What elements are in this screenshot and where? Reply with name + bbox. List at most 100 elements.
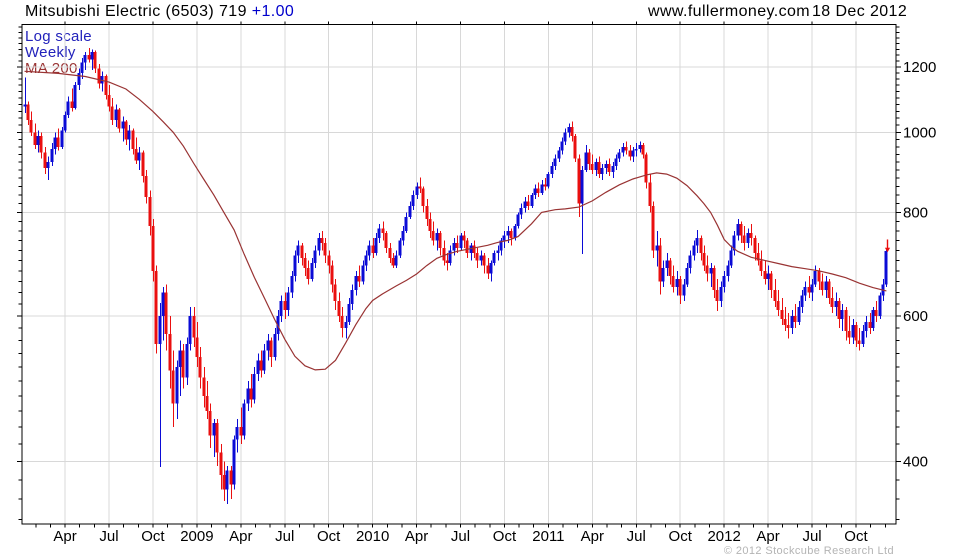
candle <box>36 135 40 146</box>
candle <box>536 188 540 193</box>
candle <box>587 152 591 165</box>
candle <box>773 289 777 302</box>
candle <box>80 62 84 73</box>
candle <box>344 321 348 328</box>
candle <box>533 188 537 195</box>
candle <box>391 257 395 266</box>
candle <box>604 164 608 169</box>
candle <box>249 388 253 400</box>
x-axis-label: Apr <box>756 528 779 545</box>
x-axis-label: Jul <box>802 528 821 545</box>
candle <box>185 343 189 378</box>
candle <box>388 247 392 258</box>
candle <box>695 238 699 246</box>
candle <box>516 214 520 227</box>
candle <box>384 233 388 248</box>
candle <box>719 287 723 302</box>
candle <box>502 235 506 241</box>
candle <box>279 301 283 316</box>
candle <box>262 350 266 371</box>
candle <box>90 52 94 60</box>
candle <box>492 252 496 263</box>
candle <box>215 423 219 453</box>
y-axis-label: 400 <box>903 453 928 470</box>
candle <box>205 395 209 412</box>
candle <box>371 245 375 253</box>
candle <box>246 388 250 404</box>
candle <box>333 284 337 302</box>
candle <box>431 230 435 241</box>
candle <box>134 148 138 161</box>
candle <box>600 168 604 175</box>
candle <box>614 158 618 167</box>
candle <box>705 265 709 274</box>
candle <box>452 242 456 251</box>
y-axis-label: 800 <box>903 204 928 221</box>
candle <box>638 145 642 149</box>
candle <box>198 356 202 378</box>
candle <box>256 360 260 375</box>
candle <box>290 276 294 293</box>
candle <box>878 295 882 316</box>
candle <box>628 150 632 157</box>
candle <box>712 268 716 290</box>
candle <box>736 223 740 236</box>
candle <box>377 228 381 239</box>
candle <box>573 135 577 159</box>
candle <box>685 268 689 285</box>
candle <box>229 470 233 485</box>
x-axis-label: 2011 <box>532 528 564 545</box>
candle <box>827 281 831 299</box>
candle <box>46 162 50 169</box>
candle <box>546 174 550 187</box>
candle <box>475 252 479 261</box>
candle <box>813 270 817 285</box>
candle <box>682 284 686 296</box>
candle <box>851 324 855 338</box>
x-axis-label: 2012 <box>707 528 740 545</box>
candle <box>340 315 344 328</box>
candle <box>810 284 814 293</box>
candle <box>644 154 648 183</box>
candle <box>590 164 594 171</box>
candle <box>357 276 361 282</box>
candle <box>688 255 692 269</box>
candle <box>617 152 621 159</box>
candle <box>577 158 581 204</box>
candle <box>168 334 172 371</box>
candle <box>178 350 182 368</box>
candle <box>310 262 314 279</box>
candle <box>658 245 662 282</box>
candle <box>786 324 790 328</box>
candle <box>63 114 67 131</box>
candle <box>192 315 196 338</box>
candle <box>361 265 365 282</box>
candle <box>830 298 834 307</box>
candle <box>100 75 104 84</box>
candle <box>448 250 452 263</box>
candle <box>148 197 152 227</box>
candle <box>746 233 750 243</box>
candle <box>137 152 141 161</box>
candle <box>219 452 223 476</box>
candle <box>651 205 655 251</box>
y-axis-label: 1000 <box>903 124 936 141</box>
candle <box>33 132 37 146</box>
gridlines <box>22 24 896 524</box>
x-axis-label: Jul <box>627 528 646 545</box>
candle <box>759 260 763 271</box>
candle <box>509 230 513 239</box>
candle <box>489 262 493 274</box>
x-axis-label: Apr <box>53 528 76 545</box>
candle <box>411 194 415 206</box>
candle <box>330 265 334 285</box>
candle <box>141 152 145 177</box>
candle <box>323 242 327 256</box>
plot-frame <box>21 24 897 525</box>
website-label: www.fullermoney.com <box>648 3 811 20</box>
candle <box>50 148 54 163</box>
candle <box>557 150 561 159</box>
y-axis-label: 1200 <box>903 59 936 76</box>
candle <box>415 186 419 195</box>
candle <box>144 176 148 198</box>
